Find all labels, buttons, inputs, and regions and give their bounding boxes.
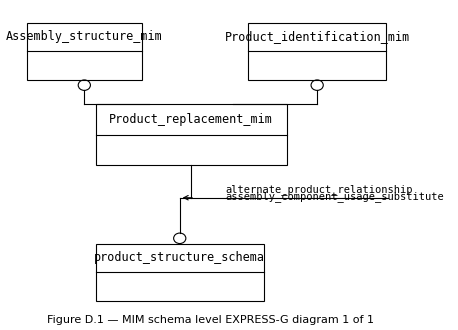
Text: Assembly_structure_mim: Assembly_structure_mim: [6, 30, 163, 44]
Text: product_structure_schema: product_structure_schema: [94, 251, 265, 264]
Bar: [96, 244, 264, 301]
Text: Figure D.1 — MIM schema level EXPRESS-G diagram 1 of 1: Figure D.1 — MIM schema level EXPRESS-G …: [47, 315, 374, 325]
Text: assembly_component_usage_substitute: assembly_component_usage_substitute: [225, 191, 444, 202]
Text: Product_replacement_mim: Product_replacement_mim: [109, 113, 273, 126]
Bar: [27, 23, 142, 80]
Text: alternate_product_relationship: alternate_product_relationship: [225, 184, 413, 195]
Bar: [96, 105, 287, 165]
Text: Product_identification_mim: Product_identification_mim: [224, 30, 410, 44]
Bar: [248, 23, 386, 80]
